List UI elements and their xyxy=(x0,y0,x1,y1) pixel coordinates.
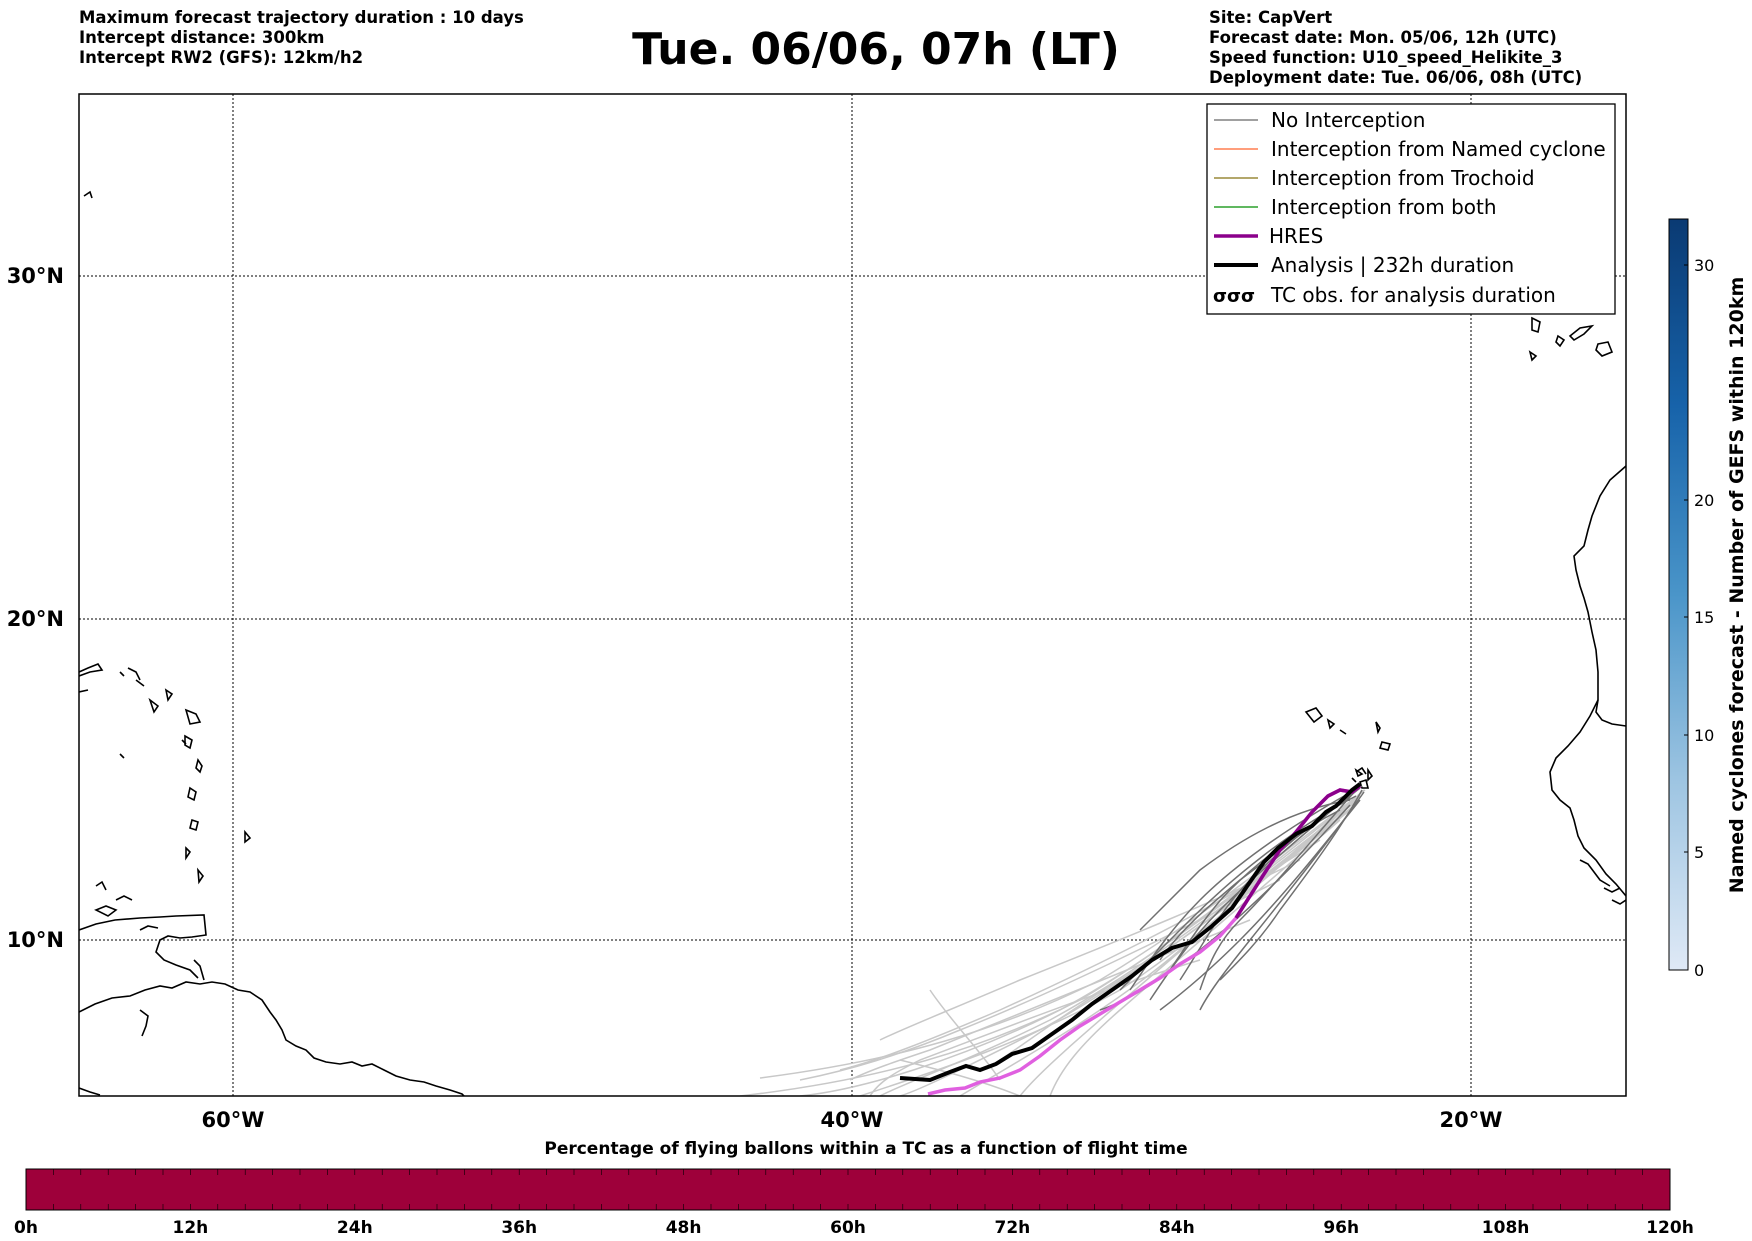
flight-bar-tick-labels: 0h 12h 24h 36h 48h 60h 72h 84h 96h 108h 120h xyxy=(14,1218,1694,1238)
cyclone-colorbar: 30 20 15 10 5 0 Named cyclones forecast … xyxy=(1668,218,1748,980)
lon-label-20w: 20°W xyxy=(1440,1108,1503,1132)
intercept-rw2-text: Intercept RW2 (GFS): 12km/h2 xyxy=(79,48,364,67)
dark-gray-trajectories xyxy=(1099,784,1365,1011)
light-gray-trajectories xyxy=(739,789,1366,1096)
coastlines xyxy=(79,190,1626,1096)
colorbar-tick-30: 30 xyxy=(1694,256,1714,275)
page-title: Tue. 06/06, 07h (LT) xyxy=(632,24,1120,75)
colorbar-tick-0: 0 xyxy=(1694,961,1704,980)
flight-bar-tick-label: 84h xyxy=(1159,1218,1195,1238)
legend-label-no-interception: No Interception xyxy=(1271,108,1425,132)
lat-label-10n: 10°N xyxy=(7,928,64,952)
flight-bar-tick-label: 120h xyxy=(1646,1218,1694,1238)
flight-bar-tick-label: 72h xyxy=(995,1218,1031,1238)
intercept-distance-text: Intercept distance: 300km xyxy=(79,28,325,47)
flight-bar-tickmarks xyxy=(53,1169,1643,1210)
flight-bar-tick-label: 36h xyxy=(501,1218,537,1238)
flight-bar-tick-label: 48h xyxy=(666,1218,702,1238)
flight-bar-tick-label: 108h xyxy=(1482,1218,1530,1238)
header-left: Maximum forecast trajectory duration : 1… xyxy=(79,8,524,68)
lat-label-20n: 20°N xyxy=(7,607,64,631)
colorbar-fill xyxy=(1668,218,1689,971)
colorbar-label: Named cyclones forecast - Number of GEFS… xyxy=(1726,277,1748,894)
flight-bar-tick-label: 60h xyxy=(830,1218,866,1238)
legend-label-tc-obs: TC obs. for analysis duration xyxy=(1270,283,1556,307)
site-text: Site: CapVert xyxy=(1209,8,1333,27)
legend-box xyxy=(1206,103,1616,315)
legend-label-named-cyclone: Interception from Named cyclone xyxy=(1271,137,1606,161)
analysis-trajectory xyxy=(899,782,1362,1083)
hres-trajectory-late xyxy=(1234,784,1362,919)
colorbar-tick-15: 15 xyxy=(1694,608,1714,627)
legend: No Interception Interception from Named … xyxy=(1206,103,1616,315)
flight-bar-tick-label: 0h xyxy=(14,1218,38,1238)
speed-function-text: Speed function: U10_speed_Helikite_3 xyxy=(1209,48,1563,67)
flight-time-bar: Percentage of flying ballons within a TC… xyxy=(14,1139,1694,1238)
legend-label-analysis: Analysis | 232h duration xyxy=(1271,253,1514,277)
legend-label-hres: HRES xyxy=(1269,224,1323,248)
map-frame xyxy=(78,93,1627,1097)
lat-label-30n: 30°N xyxy=(7,264,64,288)
flight-bar-tick-label: 24h xyxy=(337,1218,373,1238)
legend-label-trochoid: Interception from Trochoid xyxy=(1271,166,1535,190)
deployment-date-text: Deployment date: Tue. 06/06, 08h (UTC) xyxy=(1209,68,1583,87)
flight-bar-fill xyxy=(25,1168,1671,1211)
max-duration-text: Maximum forecast trajectory duration : 1… xyxy=(79,8,524,27)
colorbar-tick-5: 5 xyxy=(1694,843,1704,862)
colorbar-tick-10: 10 xyxy=(1694,726,1714,745)
header-right: Site: CapVert Forecast date: Mon. 05/06,… xyxy=(1209,8,1582,88)
lon-label-40w: 40°W xyxy=(821,1108,884,1132)
forecast-date-text: Forecast date: Mon. 05/06, 12h (UTC) xyxy=(1209,28,1557,47)
flight-bar-tick-label: 96h xyxy=(1323,1218,1359,1238)
cyclone-icon: σσσ xyxy=(1213,286,1255,307)
flight-bar-title: Percentage of flying ballons within a TC… xyxy=(544,1139,1187,1159)
legend-label-both: Interception from both xyxy=(1271,195,1497,219)
lon-label-60w: 60°W xyxy=(202,1108,265,1132)
flight-bar-tick-label: 12h xyxy=(173,1218,209,1238)
colorbar-tick-20: 20 xyxy=(1694,491,1714,510)
